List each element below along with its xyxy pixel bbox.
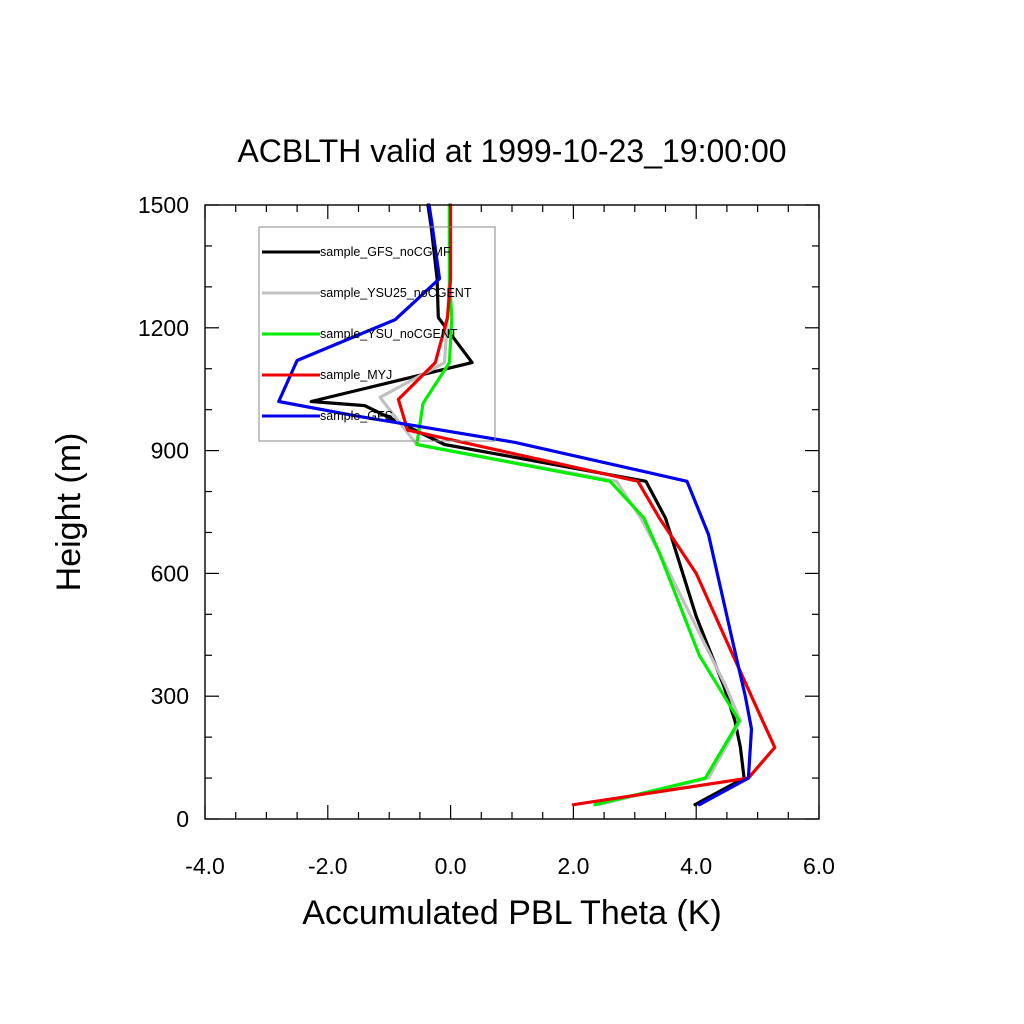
chart-title: ACBLTH valid at 1999-10-23_19:00:00 <box>237 133 786 169</box>
legend: sample_GFS_noCGMF sample_YSU25_noCGENTsam… <box>258 226 496 442</box>
legend-label: sample_GFS <box>320 409 393 423</box>
legend-label: sample_YSU25_noCGENT <box>320 286 472 300</box>
series-line <box>309 203 746 807</box>
series-line <box>277 203 754 807</box>
plot-frame <box>204 204 820 820</box>
axis-ticks <box>204 204 820 820</box>
x-tick-label: -2.0 <box>308 853 348 879</box>
x-tick-label: 4.0 <box>680 853 712 879</box>
x-tick-label: 6.0 <box>803 853 835 879</box>
legend-label: sample_YSU_noCGENT <box>320 327 458 341</box>
y-tick-label: 1200 <box>138 315 189 341</box>
series-line <box>396 203 777 807</box>
x-tick-label: 0.0 <box>435 853 467 879</box>
series-line <box>415 203 741 807</box>
legend-label: sample_GFS_noCGMF <box>320 245 451 259</box>
y-tick-label: 900 <box>151 438 189 464</box>
y-tick-label: 300 <box>151 683 189 709</box>
legend-label: sample_MYJ <box>320 368 392 382</box>
y-tick-label: 0 <box>176 806 189 832</box>
x-axis-label: Accumulated PBL Theta (K) <box>302 894 722 932</box>
x-tick-label: -4.0 <box>185 853 225 879</box>
tick-labels: -4.0 -2.0 0.0 2.0 4.0 6.0 0 300 600 900 1200 1500 <box>138 192 835 879</box>
y-tick-label: 1500 <box>138 192 189 218</box>
x-tick-label: 2.0 <box>557 853 589 879</box>
y-axis-label: Height (m) <box>50 433 88 592</box>
series-lines <box>277 203 777 807</box>
y-tick-label: 600 <box>151 560 189 586</box>
legend-box <box>258 226 496 442</box>
